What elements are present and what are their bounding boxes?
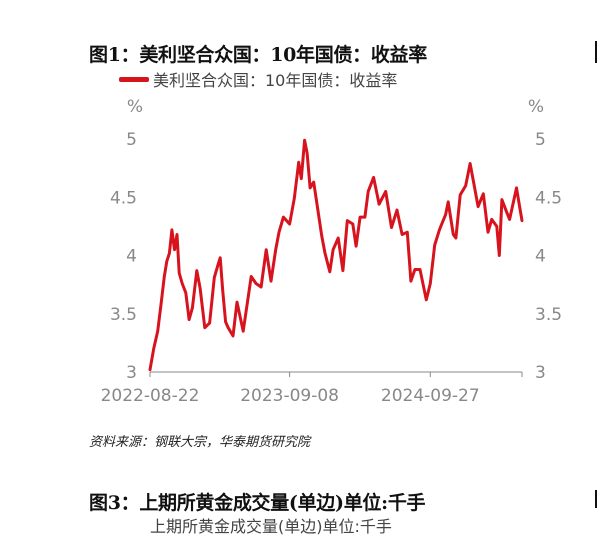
y-axis-right-unit: % bbox=[528, 97, 544, 117]
y-tick-label-left: 4 bbox=[126, 247, 137, 267]
y-axis-left-ticks: 3 3.5 4 4.5 5 bbox=[110, 130, 137, 383]
chart-legend: 美利坚合众国：10年国债：收益率 bbox=[119, 69, 398, 90]
adjacent-figure-edge-top bbox=[595, 41, 597, 63]
yield-line-chart: % % 3 3.5 4 4.5 5 3 3.5 4 4.5 5 2022-08-22 2023-0… bbox=[101, 97, 562, 406]
y-axis-left-unit: % bbox=[127, 97, 143, 117]
y-tick-label-left: 3.5 bbox=[110, 305, 137, 325]
series-line bbox=[148, 138, 524, 372]
x-tick-label: 2023-09-08 bbox=[240, 386, 339, 406]
figure-1-title: 图1：美利坚合众国：10年国债：收益率 bbox=[89, 44, 427, 66]
adjacent-figure-edge-bottom bbox=[595, 490, 597, 508]
y-tick-label-right: 4 bbox=[535, 247, 546, 267]
y-tick-label-right: 5 bbox=[535, 130, 546, 150]
x-tick-label: 2024-09-27 bbox=[381, 386, 480, 406]
y-axis-right-ticks: 3 3.5 4 4.5 5 bbox=[535, 130, 562, 383]
y-tick-label-left: 4.5 bbox=[110, 188, 137, 208]
figure-3-title: 图3：上期所黄金成交量(单边)单位:千手 bbox=[89, 492, 426, 514]
y-tick-label-right: 3.5 bbox=[535, 305, 562, 325]
legend-label: 美利坚合众国：10年国债：收益率 bbox=[153, 71, 398, 90]
x-tick-label: 2022-08-22 bbox=[101, 386, 200, 406]
legend-swatch bbox=[119, 76, 149, 82]
y-tick-label-right: 4.5 bbox=[535, 188, 562, 208]
y-tick-label-left: 5 bbox=[126, 130, 137, 150]
source-note: 资料来源：钢联大宗，华泰期货研究院 bbox=[89, 435, 311, 450]
y-tick-label-left: 3 bbox=[126, 363, 137, 383]
y-tick-label-right: 3 bbox=[535, 363, 546, 383]
figure-3-legend-partial: 上期所黄金成交量(单边)单位:千手 bbox=[150, 517, 392, 536]
x-axis-ticks: 2022-08-22 2023-09-08 2024-09-27 bbox=[101, 372, 523, 406]
